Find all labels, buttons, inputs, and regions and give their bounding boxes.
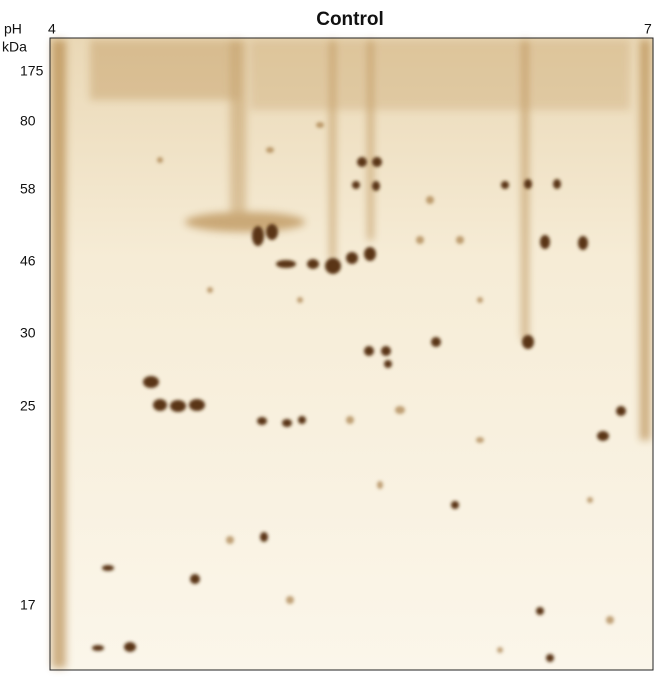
mw-marker: 46	[20, 253, 36, 269]
gel-title: Control	[316, 9, 384, 30]
mw-marker: 30	[20, 325, 36, 341]
gel-image	[49, 37, 654, 671]
ph-label: pH	[4, 21, 22, 37]
ph-end: 7	[644, 21, 652, 37]
mw-marker: 80	[20, 113, 36, 129]
mw-marker: 17	[20, 597, 36, 613]
mw-unit: kDa	[2, 39, 27, 55]
mw-marker: 175	[20, 63, 44, 79]
ph-start: 4	[48, 21, 56, 37]
mw-marker: 25	[20, 398, 36, 414]
mw-marker: 58	[20, 181, 36, 197]
